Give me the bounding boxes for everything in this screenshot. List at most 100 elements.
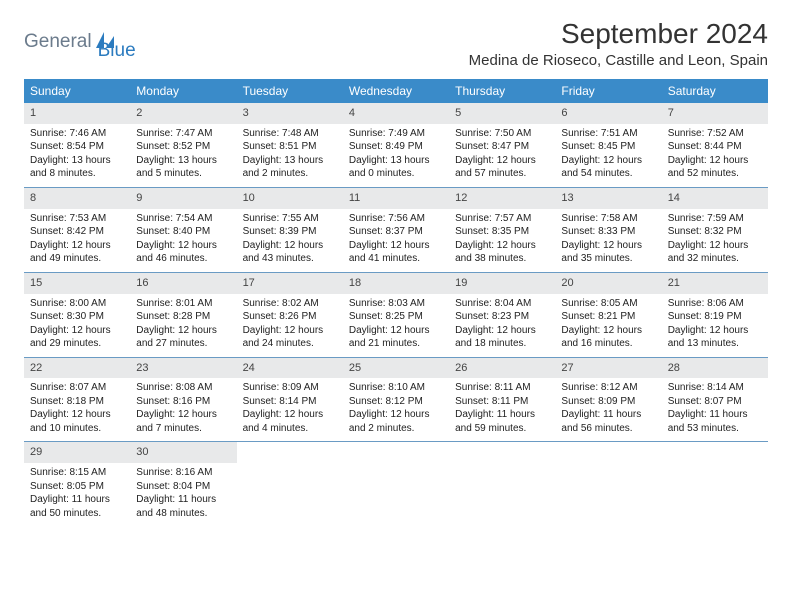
sunset-line: Sunset: 8:04 PM [136, 480, 230, 494]
day-header: Friday [555, 79, 661, 103]
day-number: 4 [343, 103, 449, 124]
day-number: 26 [449, 358, 555, 379]
calendar-cell: 25Sunrise: 8:10 AMSunset: 8:12 PMDayligh… [343, 358, 449, 442]
calendar-cell: 4Sunrise: 7:49 AMSunset: 8:49 PMDaylight… [343, 103, 449, 187]
sunrise-line: Sunrise: 8:00 AM [30, 297, 124, 311]
calendar-page: General Blue September 2024 Medina de Ri… [0, 0, 792, 544]
sunrise-line: Sunrise: 8:12 AM [561, 381, 655, 395]
day-number: 22 [24, 358, 130, 379]
cell-body: Sunrise: 7:58 AMSunset: 8:33 PMDaylight:… [555, 209, 661, 272]
daylight-line: Daylight: 12 hours and 4 minutes. [243, 408, 337, 435]
calendar-cell: 18Sunrise: 8:03 AMSunset: 8:25 PMDayligh… [343, 273, 449, 357]
cell-body: Sunrise: 7:54 AMSunset: 8:40 PMDaylight:… [130, 209, 236, 272]
calendar-week: 1Sunrise: 7:46 AMSunset: 8:54 PMDaylight… [24, 103, 768, 188]
daylight-line: Daylight: 12 hours and 18 minutes. [455, 324, 549, 351]
sunrise-line: Sunrise: 7:55 AM [243, 212, 337, 226]
daylight-line: Daylight: 12 hours and 27 minutes. [136, 324, 230, 351]
day-header: Monday [130, 79, 236, 103]
cell-body: Sunrise: 8:01 AMSunset: 8:28 PMDaylight:… [130, 294, 236, 357]
sunrise-line: Sunrise: 8:09 AM [243, 381, 337, 395]
sunrise-line: Sunrise: 7:51 AM [561, 127, 655, 141]
calendar-cell: 5Sunrise: 7:50 AMSunset: 8:47 PMDaylight… [449, 103, 555, 187]
cell-body: Sunrise: 7:59 AMSunset: 8:32 PMDaylight:… [662, 209, 768, 272]
cell-body: Sunrise: 8:00 AMSunset: 8:30 PMDaylight:… [24, 294, 130, 357]
day-number: 17 [237, 273, 343, 294]
calendar-cell: 7Sunrise: 7:52 AMSunset: 8:44 PMDaylight… [662, 103, 768, 187]
daylight-line: Daylight: 12 hours and 21 minutes. [349, 324, 443, 351]
sunset-line: Sunset: 8:33 PM [561, 225, 655, 239]
sunset-line: Sunset: 8:32 PM [668, 225, 762, 239]
day-number: 28 [662, 358, 768, 379]
calendar-cell: 20Sunrise: 8:05 AMSunset: 8:21 PMDayligh… [555, 273, 661, 357]
day-number: 23 [130, 358, 236, 379]
day-header: Thursday [449, 79, 555, 103]
calendar-cell: 11Sunrise: 7:56 AMSunset: 8:37 PMDayligh… [343, 188, 449, 272]
day-header: Tuesday [237, 79, 343, 103]
calendar-cell [343, 442, 449, 526]
cell-body: Sunrise: 7:55 AMSunset: 8:39 PMDaylight:… [237, 209, 343, 272]
sunset-line: Sunset: 8:21 PM [561, 310, 655, 324]
day-number: 12 [449, 188, 555, 209]
daylight-line: Daylight: 12 hours and 13 minutes. [668, 324, 762, 351]
sunset-line: Sunset: 8:49 PM [349, 140, 443, 154]
day-number: 30 [130, 442, 236, 463]
cell-body: Sunrise: 8:06 AMSunset: 8:19 PMDaylight:… [662, 294, 768, 357]
daylight-line: Daylight: 12 hours and 41 minutes. [349, 239, 443, 266]
daylight-line: Daylight: 12 hours and 43 minutes. [243, 239, 337, 266]
daylight-line: Daylight: 12 hours and 35 minutes. [561, 239, 655, 266]
day-number: 19 [449, 273, 555, 294]
cell-body: Sunrise: 8:03 AMSunset: 8:25 PMDaylight:… [343, 294, 449, 357]
sunrise-line: Sunrise: 8:03 AM [349, 297, 443, 311]
day-number: 24 [237, 358, 343, 379]
day-number: 11 [343, 188, 449, 209]
sunrise-line: Sunrise: 7:52 AM [668, 127, 762, 141]
day-header: Saturday [662, 79, 768, 103]
daylight-line: Daylight: 11 hours and 59 minutes. [455, 408, 549, 435]
daylight-line: Daylight: 12 hours and 46 minutes. [136, 239, 230, 266]
sunset-line: Sunset: 8:26 PM [243, 310, 337, 324]
calendar-cell: 30Sunrise: 8:16 AMSunset: 8:04 PMDayligh… [130, 442, 236, 526]
sunset-line: Sunset: 8:52 PM [136, 140, 230, 154]
calendar-week: 29Sunrise: 8:15 AMSunset: 8:05 PMDayligh… [24, 442, 768, 526]
calendar-cell: 21Sunrise: 8:06 AMSunset: 8:19 PMDayligh… [662, 273, 768, 357]
sunset-line: Sunset: 8:44 PM [668, 140, 762, 154]
cell-body: Sunrise: 7:47 AMSunset: 8:52 PMDaylight:… [130, 124, 236, 187]
calendar-cell: 12Sunrise: 7:57 AMSunset: 8:35 PMDayligh… [449, 188, 555, 272]
daylight-line: Daylight: 11 hours and 50 minutes. [30, 493, 124, 520]
sunset-line: Sunset: 8:05 PM [30, 480, 124, 494]
cell-body: Sunrise: 7:56 AMSunset: 8:37 PMDaylight:… [343, 209, 449, 272]
sunrise-line: Sunrise: 7:46 AM [30, 127, 124, 141]
daylight-line: Daylight: 11 hours and 56 minutes. [561, 408, 655, 435]
calendar-cell: 26Sunrise: 8:11 AMSunset: 8:11 PMDayligh… [449, 358, 555, 442]
day-number: 13 [555, 188, 661, 209]
calendar-week: 8Sunrise: 7:53 AMSunset: 8:42 PMDaylight… [24, 188, 768, 273]
calendar-cell: 29Sunrise: 8:15 AMSunset: 8:05 PMDayligh… [24, 442, 130, 526]
calendar-cell: 23Sunrise: 8:08 AMSunset: 8:16 PMDayligh… [130, 358, 236, 442]
logo-text-blue: Blue [98, 40, 136, 62]
day-number: 3 [237, 103, 343, 124]
day-number: 8 [24, 188, 130, 209]
calendar-cell: 3Sunrise: 7:48 AMSunset: 8:51 PMDaylight… [237, 103, 343, 187]
cell-body: Sunrise: 8:16 AMSunset: 8:04 PMDaylight:… [130, 463, 236, 526]
calendar-cell [237, 442, 343, 526]
sunset-line: Sunset: 8:19 PM [668, 310, 762, 324]
sunset-line: Sunset: 8:25 PM [349, 310, 443, 324]
calendar-cell [662, 442, 768, 526]
sunrise-line: Sunrise: 8:14 AM [668, 381, 762, 395]
sunset-line: Sunset: 8:45 PM [561, 140, 655, 154]
sunset-line: Sunset: 8:09 PM [561, 395, 655, 409]
sunrise-line: Sunrise: 8:05 AM [561, 297, 655, 311]
calendar-cell [449, 442, 555, 526]
sunrise-line: Sunrise: 8:16 AM [136, 466, 230, 480]
sunrise-line: Sunrise: 7:57 AM [455, 212, 549, 226]
daylight-line: Daylight: 11 hours and 53 minutes. [668, 408, 762, 435]
calendar-cell: 14Sunrise: 7:59 AMSunset: 8:32 PMDayligh… [662, 188, 768, 272]
day-header: Sunday [24, 79, 130, 103]
cell-body: Sunrise: 7:51 AMSunset: 8:45 PMDaylight:… [555, 124, 661, 187]
sunrise-line: Sunrise: 7:49 AM [349, 127, 443, 141]
day-number: 18 [343, 273, 449, 294]
daylight-line: Daylight: 11 hours and 48 minutes. [136, 493, 230, 520]
day-number: 9 [130, 188, 236, 209]
day-number: 2 [130, 103, 236, 124]
cell-body: Sunrise: 8:10 AMSunset: 8:12 PMDaylight:… [343, 378, 449, 441]
